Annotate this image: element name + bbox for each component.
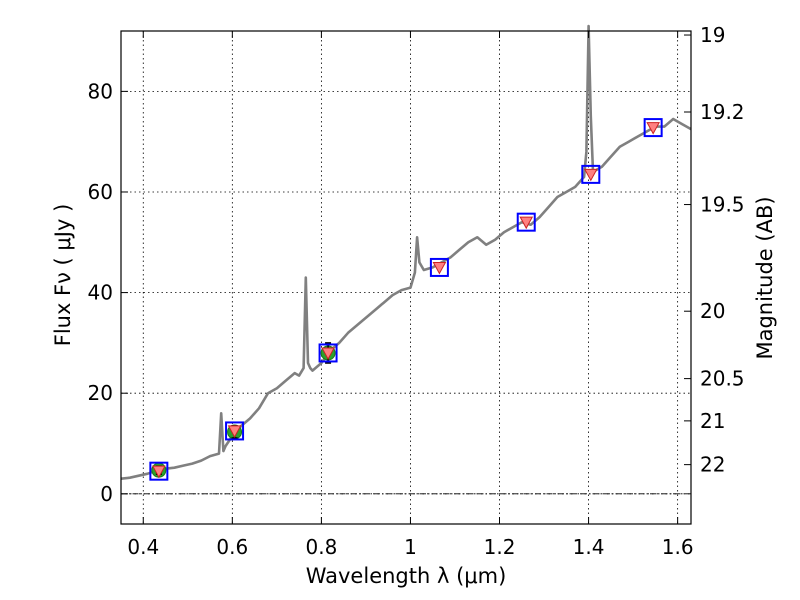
- model-point-triangle: [519, 216, 534, 230]
- x-tick-label: 1: [404, 535, 417, 559]
- model-point-marker: [318, 343, 338, 363]
- model-point-triangle: [321, 347, 335, 361]
- x-tick-label: 1.6: [662, 535, 694, 559]
- y2-axis-ticks: 19 19.2 19.5 20 20.5 21 22: [684, 23, 745, 477]
- model-point: [429, 257, 449, 277]
- y-tick-label: 60: [88, 180, 113, 204]
- x-axis-label: Wavelength λ (μm): [306, 564, 507, 588]
- x-tick-label: 1.2: [484, 535, 516, 559]
- y-axis-label: Flux Fν ( μJy ): [51, 204, 75, 347]
- y2-tick-label: 20: [700, 299, 725, 323]
- x-axis-ticks: 0.4 0.6 0.8 1 1.2 1.4 1.6: [127, 31, 694, 559]
- model-point: [516, 212, 536, 232]
- y-tick-label: 0: [100, 482, 113, 506]
- x-tick-label: 0.4: [127, 535, 159, 559]
- plot-border: [120, 30, 692, 525]
- y2-axis-label: Magnitude (AB): [753, 196, 777, 359]
- y-tick-label: 80: [88, 79, 113, 103]
- model-point: [225, 421, 245, 441]
- y-tick-label: 20: [88, 381, 113, 405]
- series-layer: [120, 24, 692, 481]
- y2-tick-label: 21: [700, 409, 725, 433]
- spectrum-line: [120, 24, 692, 480]
- model-point-triangle: [583, 168, 598, 182]
- x-tick-label: 1.4: [573, 535, 605, 559]
- y2-tick-label: 19.5: [700, 193, 745, 217]
- model-point-triangle: [152, 465, 166, 479]
- plot-frame-background: [121, 31, 691, 524]
- model-point: [643, 118, 663, 138]
- model-point-marker: [581, 164, 601, 184]
- model-point-marker: [225, 421, 245, 441]
- y-axis-ticks: 0 20 40 60 80: [88, 79, 128, 506]
- y2-tick-label: 22: [700, 453, 725, 477]
- y2-tick-label: 19: [700, 23, 725, 47]
- x-tick-label: 0.6: [216, 535, 248, 559]
- y-tick-label: 40: [88, 281, 113, 305]
- model-point-marker: [149, 461, 169, 481]
- model-point: [581, 164, 601, 184]
- y2-tick-label: 20.5: [700, 367, 745, 391]
- y2-tick-label: 19.2: [700, 100, 745, 124]
- model-point-marker: [516, 212, 536, 232]
- model-point-marker: [429, 257, 449, 277]
- plot-area: [121, 31, 691, 524]
- model-point-triangle: [646, 122, 660, 135]
- model-point: [318, 343, 338, 363]
- x-tick-label: 0.8: [305, 535, 337, 559]
- model-point-triangle: [432, 261, 447, 275]
- model-point-triangle: [227, 425, 242, 438]
- model-point: [149, 461, 169, 481]
- model-point-marker: [643, 118, 663, 138]
